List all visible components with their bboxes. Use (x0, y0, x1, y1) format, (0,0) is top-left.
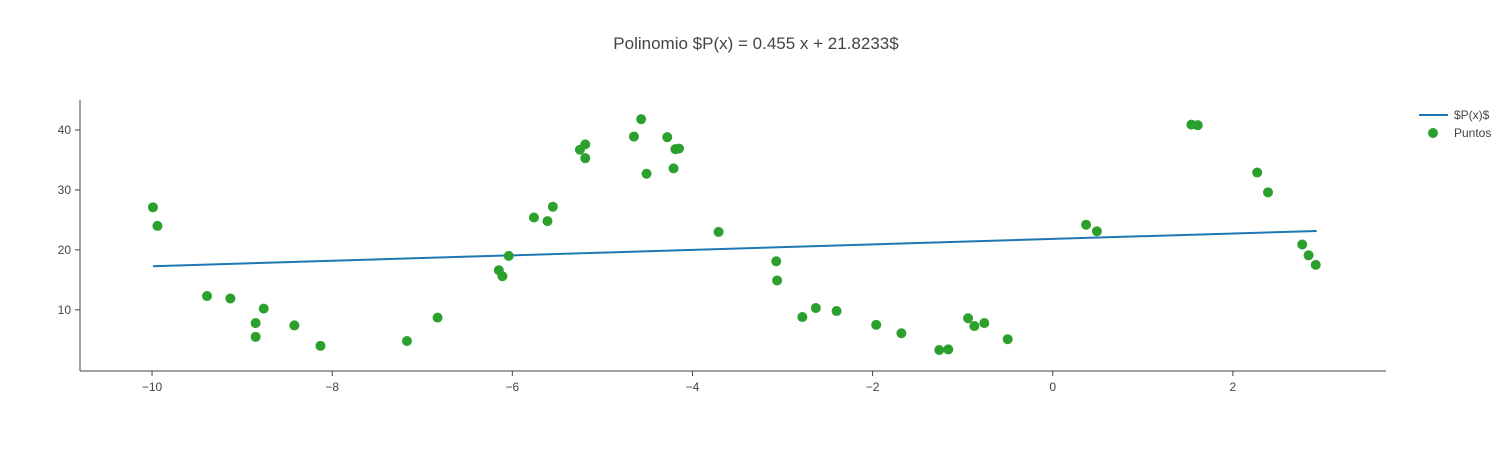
data-point[interactable] (831, 306, 842, 317)
x-tick-label: 2 (1230, 380, 1237, 394)
data-point[interactable] (979, 318, 990, 329)
data-point[interactable] (401, 336, 412, 347)
data-point[interactable] (1303, 250, 1314, 261)
data-point[interactable] (580, 139, 591, 150)
data-point[interactable] (1091, 226, 1102, 237)
x-tick-label: −6 (505, 380, 519, 394)
data-point[interactable] (258, 303, 269, 314)
data-point[interactable] (963, 313, 974, 324)
data-point[interactable] (580, 153, 591, 164)
data-point[interactable] (943, 344, 954, 355)
y-axis-ticks: 10 20 30 40 (58, 123, 80, 317)
data-point[interactable] (1297, 239, 1308, 250)
data-point[interactable] (250, 318, 261, 329)
data-point[interactable] (668, 163, 679, 174)
data-point[interactable] (315, 340, 326, 351)
legend-item-points[interactable]: Puntos (1428, 126, 1491, 140)
legend-label-points: Puntos (1454, 126, 1491, 140)
plot-area (147, 114, 1321, 356)
legend: $P(x)$ Puntos (1419, 108, 1491, 140)
data-point[interactable] (547, 201, 558, 212)
data-point[interactable] (528, 212, 539, 223)
data-point[interactable] (147, 202, 158, 213)
x-tick-label: −2 (866, 380, 880, 394)
data-point[interactable] (772, 275, 783, 286)
data-point[interactable] (542, 216, 553, 227)
x-tick-label: 0 (1049, 380, 1056, 394)
data-point[interactable] (662, 132, 673, 143)
data-point[interactable] (771, 256, 782, 267)
data-point[interactable] (1081, 219, 1092, 230)
data-point[interactable] (1002, 334, 1013, 345)
data-point[interactable] (810, 303, 821, 314)
data-point[interactable] (250, 331, 261, 342)
data-point[interactable] (673, 143, 684, 154)
data-point[interactable] (934, 345, 945, 356)
y-tick-label: 40 (58, 123, 72, 137)
y-tick-label: 10 (58, 303, 72, 317)
fit-line (152, 229, 1317, 268)
data-point[interactable] (497, 271, 508, 282)
data-point[interactable] (432, 312, 443, 323)
data-point[interactable] (871, 319, 882, 330)
data-point[interactable] (896, 328, 907, 339)
data-point[interactable] (713, 226, 724, 237)
data-point[interactable] (969, 321, 980, 332)
x-axis-ticks: −10 −8 −6 −4 −2 0 2 (142, 371, 1237, 394)
data-point[interactable] (628, 131, 639, 142)
legend-item-line[interactable]: $P(x)$ (1419, 108, 1490, 122)
data-point[interactable] (641, 168, 652, 179)
data-point[interactable] (503, 250, 514, 261)
legend-label-line: $P(x)$ (1454, 108, 1490, 122)
x-tick-label: −4 (686, 380, 700, 394)
data-point[interactable] (152, 220, 163, 231)
x-tick-label: −10 (142, 380, 163, 394)
data-point[interactable] (636, 114, 647, 125)
x-tick-label: −8 (325, 380, 339, 394)
data-point[interactable] (225, 293, 236, 304)
y-tick-label: 30 (58, 183, 72, 197)
data-point[interactable] (1252, 167, 1263, 178)
data-point[interactable] (289, 320, 300, 331)
data-point[interactable] (1263, 187, 1274, 198)
data-point[interactable] (1310, 259, 1321, 270)
y-tick-label: 20 (58, 243, 72, 257)
data-point[interactable] (201, 291, 212, 302)
chart-title: Polinomio $P(x) = 0.455 x + 21.8233$ (613, 34, 899, 53)
legend-marker-swatch (1428, 128, 1438, 138)
data-point[interactable] (797, 312, 808, 323)
data-point[interactable] (1192, 120, 1203, 131)
